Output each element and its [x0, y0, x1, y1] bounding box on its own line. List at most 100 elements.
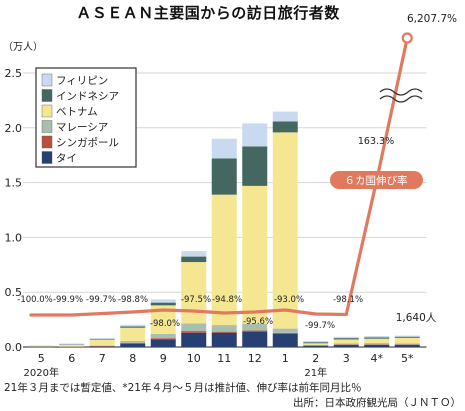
bar-segment [89, 339, 115, 340]
bar-segment [303, 343, 329, 345]
bar-segment [333, 343, 359, 345]
y-axis-ticks: 0.0 0.5 1.0 1.5 2.0 2.5 [5, 67, 23, 354]
growth-rate-line: -100.0% -99.9% -99.7% -98.8%-98.0%-97.5% -94… [17, 13, 457, 331]
footnote: 21年３月までは暫定値、*21年４月～５月は推計値、伸び率は前年同月比％ [4, 381, 361, 394]
bar-segment [242, 185, 268, 324]
year-label: 2020年 [24, 366, 59, 379]
x-tick-label: 10 [187, 352, 201, 365]
source-note: 出所：日本政府観光局（ＪＮＴＯ） [293, 396, 461, 409]
bar-segment [120, 342, 146, 344]
x-tick-label: 6 [68, 352, 75, 365]
chart-title: ＡＳＥＡＮ主要国からの訪日旅行者数 [76, 4, 340, 22]
bar-segment [303, 344, 329, 346]
bar-segment [242, 123, 268, 147]
bar-segment [394, 335, 420, 337]
bar-segment [59, 344, 85, 347]
bar-stack [89, 337, 115, 347]
growth-rate-label: -98.0% [150, 319, 180, 329]
bar-segment [120, 343, 146, 347]
bar-segment [364, 338, 390, 344]
bar-segment [272, 121, 298, 133]
legend-label: タイ [56, 153, 77, 165]
legend-label: フィリピン [56, 75, 108, 87]
bar-segment [242, 323, 268, 331]
bar-segment [333, 336, 359, 339]
bar-segment [211, 332, 237, 347]
x-tick-label: 5* [401, 352, 414, 365]
x-tick-label: 12 [248, 352, 262, 365]
bar-stacks [28, 111, 420, 348]
bar-segment [211, 331, 237, 333]
bar-segment [272, 332, 298, 334]
axis-break-mark [379, 88, 423, 96]
bar-stack [242, 123, 268, 347]
bar-segment [333, 339, 359, 344]
bar-segment [120, 324, 146, 327]
bar-segment [364, 344, 390, 347]
x-tick-label: 2 [312, 352, 319, 365]
bar-segment [89, 345, 115, 347]
bar-segment [89, 339, 115, 346]
bar-segment [272, 111, 298, 122]
growth-rate-label: -100.0% [17, 295, 52, 305]
growth-rate-label: -94.8% [212, 295, 242, 305]
bar-segment [89, 337, 115, 340]
bar-segment [211, 325, 237, 332]
bar-segment [394, 336, 420, 338]
growth-end-marker [401, 32, 413, 44]
bar-segment [394, 344, 420, 347]
bar-segment [394, 343, 420, 345]
legend-label: マレーシア [56, 122, 108, 134]
growth-rate-label: -98.1% [333, 295, 363, 305]
x-tick-label: 11 [217, 352, 231, 365]
y-tick-label: 0.5 [5, 286, 23, 299]
growth-rate-label: -97.5% [181, 295, 211, 305]
bar-segment [272, 132, 298, 329]
x-tick-label: 3 [343, 352, 350, 365]
bar-segment [89, 346, 115, 347]
bar-segment [181, 256, 207, 263]
bar-stack [28, 345, 54, 348]
bar-segment [211, 138, 237, 159]
bar-segment [181, 251, 207, 257]
year-label: 21年 [304, 366, 327, 379]
growth-rate-label: -99.7% [305, 321, 335, 331]
growth-rate-label: 163.3% [358, 136, 394, 147]
growth-line-badge: ６カ国伸び率 [330, 171, 423, 189]
bar-segment [303, 342, 329, 344]
bar-segment [364, 343, 390, 345]
y-tick-label: 1.0 [5, 231, 23, 244]
bar-segment [211, 158, 237, 195]
bar-stack [59, 343, 85, 348]
x-tick-label: 7 [99, 352, 106, 365]
bar-segment [303, 345, 329, 347]
bar-segment [272, 328, 298, 333]
badge-background [330, 171, 423, 189]
bar-segment [242, 330, 268, 332]
bar-segment [181, 332, 207, 347]
bar-segment [242, 331, 268, 347]
bar-segment [150, 299, 176, 303]
bar-segment [211, 194, 237, 326]
y-tick-label: 2.0 [5, 122, 23, 135]
growth-rate-label: 6,207.7% [407, 13, 457, 25]
legend-swatch [41, 104, 53, 118]
bar-segment [181, 331, 207, 333]
bar-segment [333, 338, 359, 340]
bar-segment [364, 336, 390, 338]
bar-segment [242, 146, 268, 186]
legend-swatch [41, 89, 53, 102]
bar-segment [394, 337, 420, 344]
legend-swatch [41, 151, 53, 164]
bar-stack [303, 341, 329, 347]
legend-swatch [41, 73, 53, 87]
bar-segment [120, 327, 146, 341]
bar-stack [272, 111, 298, 347]
bar-stack [211, 138, 237, 347]
bar-segment [150, 302, 176, 306]
bar-segment [181, 323, 207, 332]
y-tick-label: 0.0 [5, 341, 23, 354]
x-tick-label: 8 [129, 352, 136, 365]
legend-label: インドネシア [56, 91, 119, 103]
legend-label: ベトナム [56, 106, 98, 118]
